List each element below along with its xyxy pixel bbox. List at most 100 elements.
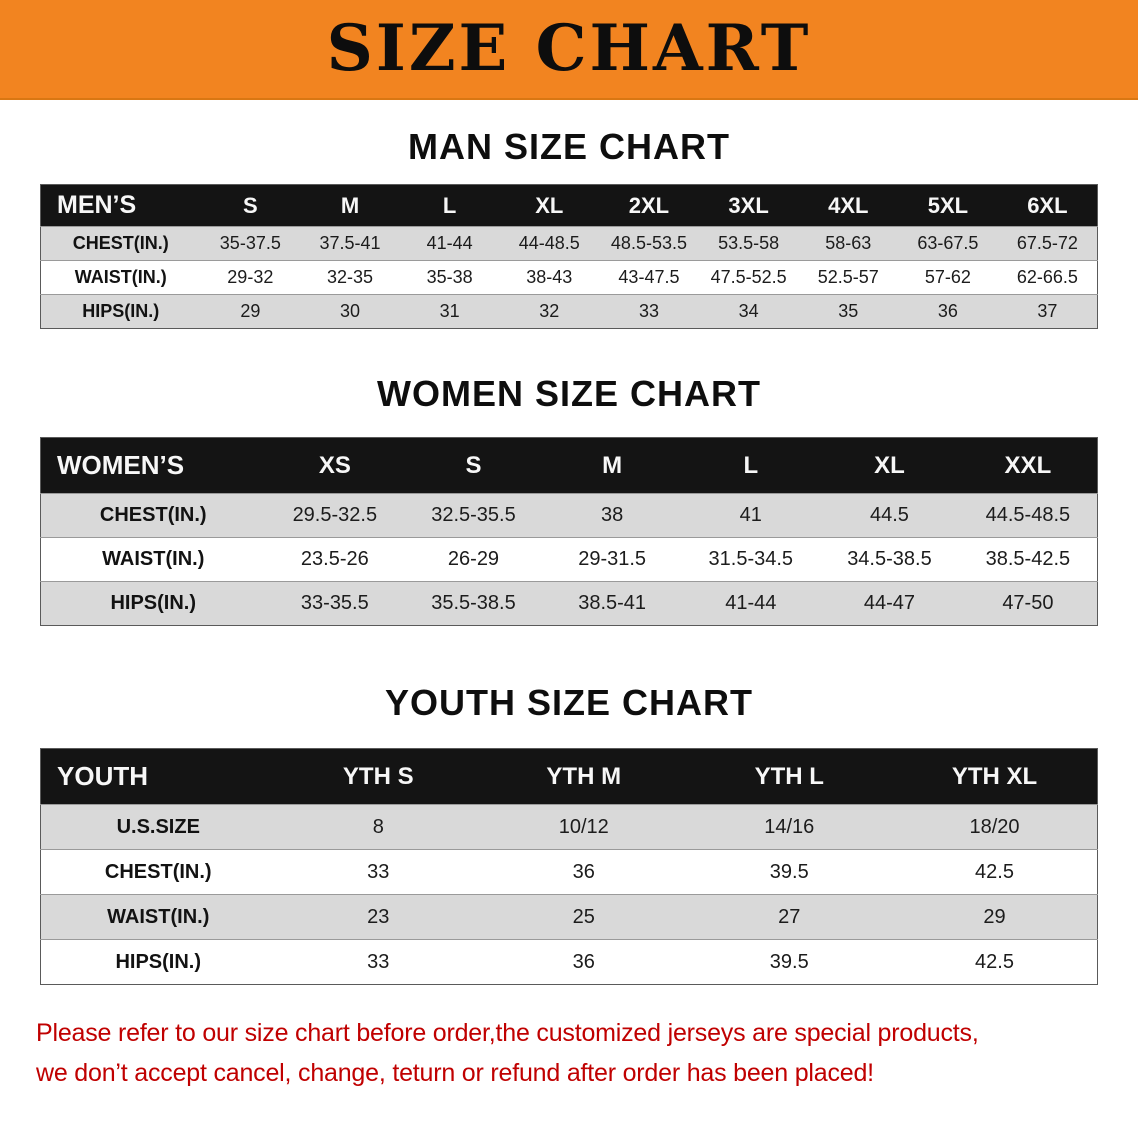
column-header: XL: [874, 451, 905, 479]
value-cell: 31: [439, 301, 460, 321]
column-header: L: [743, 451, 759, 479]
value-cell: 48.5-53.5: [610, 233, 687, 253]
value-cell: 36: [572, 950, 595, 973]
column-header: L: [442, 192, 457, 218]
value-cell: 34: [738, 301, 759, 321]
row-label: HIPS(IN.): [115, 950, 202, 973]
value-cell: 23.5-26: [300, 548, 369, 570]
women-section-heading: WOMEN SIZE CHART: [377, 373, 761, 414]
value-cell: 35-38: [426, 267, 473, 287]
value-cell: 41-44: [426, 233, 473, 253]
value-cell: 29: [240, 301, 261, 321]
table-title-cell: YOUTH: [57, 761, 148, 791]
value-cell: 8: [372, 815, 384, 838]
value-cell: 31.5-34.5: [708, 548, 794, 570]
table-header-row: YOUTH YTH S YTH M YTH L YTH XL: [40, 748, 1098, 805]
value-cell: 57-62: [924, 267, 971, 287]
value-cell: 39.5: [769, 860, 809, 883]
value-cell: 25: [572, 905, 595, 928]
table-row: WAIST(IN.) 23 25 27 29: [40, 894, 1098, 940]
row-label: CHEST(IN.): [72, 233, 169, 253]
value-cell: 44.5: [869, 504, 909, 526]
value-cell: 34.5-38.5: [847, 548, 932, 570]
column-header: YTH M: [546, 762, 622, 790]
value-cell: 62-66.5: [1016, 267, 1078, 287]
column-header: XL: [535, 192, 564, 218]
column-header: 4XL: [828, 192, 869, 218]
value-cell: 29.5-32.5: [292, 504, 378, 526]
page-title: SIZE CHART: [326, 11, 812, 86]
column-header: 5XL: [927, 192, 969, 218]
value-cell: 35-37.5: [219, 233, 281, 253]
value-cell: 37.5-41: [319, 233, 381, 253]
column-header: 2XL: [628, 192, 670, 218]
column-header: YTH S: [342, 762, 414, 790]
value-cell: 41: [739, 504, 762, 526]
row-label: WAIST(IN.): [74, 267, 167, 287]
row-label: WAIST(IN.): [102, 548, 205, 570]
table-row: CHEST(IN.) 35-37.5 37.5-41 41-44 44-48.5 48.5…: [40, 226, 1098, 261]
value-cell: 37: [1037, 301, 1058, 321]
value-cell: 29-31.5: [578, 548, 647, 570]
column-header: XXL: [1004, 451, 1052, 479]
value-cell: 63-67.5: [917, 233, 979, 253]
row-label: U.S.SIZE: [116, 815, 200, 838]
value-cell: 33: [638, 301, 659, 321]
row-label: WAIST(IN.): [107, 905, 210, 928]
value-cell: 30: [339, 301, 360, 321]
value-cell: 26-29: [447, 548, 500, 570]
women-size-table: WOMEN’S XS S M L XL XXL CHEST(IN.) 29.5-32.5 32.5…: [40, 437, 1098, 626]
youth-section-heading: YOUTH SIZE CHART: [384, 682, 753, 723]
value-cell: 29-32: [227, 267, 274, 287]
value-cell: 42.5: [975, 950, 1014, 973]
value-cell: 44.5-48.5: [985, 504, 1071, 526]
value-cell: 58-63: [825, 233, 872, 253]
men-size-table: MEN’S S M L XL 2XL 3XL 4XL 5XL 6XL CHEST(IN.) 35-37…: [40, 184, 1098, 329]
row-label: HIPS(IN.): [82, 301, 160, 321]
table-title-cell: MEN’S: [57, 191, 137, 219]
value-cell: 36: [572, 860, 595, 883]
value-cell: 47.5-52.5: [710, 267, 787, 287]
table-header-row: WOMEN’S XS S M L XL XXL: [40, 437, 1098, 494]
value-cell: 38.5-42.5: [985, 548, 1071, 570]
value-cell: 23: [367, 905, 390, 928]
row-label: HIPS(IN.): [110, 592, 197, 614]
banner: SIZE CHART: [0, 0, 1138, 100]
column-header: XS: [318, 451, 351, 479]
value-cell: 42.5: [975, 860, 1014, 883]
youth-size-table: YOUTH YTH S YTH M YTH L YTH XL U.S.SIZE 8 10/12…: [40, 748, 1098, 985]
column-header: S: [465, 451, 482, 479]
value-cell: 29: [983, 905, 1006, 928]
value-cell: 36: [937, 301, 958, 321]
table-row: HIPS(IN.) 33-35.5 35.5-38.5 38.5-41 41-44 44-…: [40, 581, 1098, 626]
value-cell: 32: [539, 301, 560, 321]
value-cell: 38.5-41: [578, 592, 647, 614]
value-cell: 52.5-57: [817, 267, 879, 287]
column-header: M: [602, 451, 623, 479]
value-cell: 35.5-38.5: [431, 592, 516, 614]
footer-disclaimer-line2: we don’t accept cancel, change, teturn o…: [36, 1059, 874, 1087]
table-row: WAIST(IN.) 29-32 32-35 35-38 38-43 43-47.5 47.…: [40, 260, 1098, 295]
column-header: 3XL: [728, 192, 769, 218]
footer-disclaimer-line1: Please refer to our size chart before or…: [36, 1019, 979, 1047]
row-label: CHEST(IN.): [99, 504, 207, 526]
column-header: 6XL: [1027, 192, 1068, 218]
value-cell: 47-50: [1002, 592, 1054, 614]
table-row: WAIST(IN.) 23.5-26 26-29 29-31.5 31.5-34.5 34…: [40, 537, 1098, 582]
table-row: CHEST(IN.) 29.5-32.5 32.5-35.5 38 41 44.5 44.5…: [40, 493, 1098, 538]
value-cell: 43-47.5: [618, 267, 680, 287]
men-size-section: MAN SIZE CHART MEN’S S M L XL 2XL 3XL 4XL 5XL 6XL…: [0, 126, 1138, 329]
row-label: CHEST(IN.): [104, 860, 212, 883]
women-size-section: WOMEN SIZE CHART WOMEN’S XS S M L XL XXL CHEST(…: [0, 373, 1138, 626]
value-cell: 33: [367, 860, 390, 883]
value-cell: 35: [838, 301, 859, 321]
value-cell: 27: [778, 905, 801, 928]
value-cell: 39.5: [769, 950, 809, 973]
value-cell: 32-35: [326, 267, 373, 287]
value-cell: 38-43: [526, 267, 573, 287]
youth-size-section: YOUTH SIZE CHART YOUTH YTH S YTH M YTH L YTH…: [0, 682, 1138, 985]
value-cell: 67.5-72: [1016, 233, 1078, 253]
table-row: HIPS(IN.) 33 36 39.5 42.5: [40, 939, 1098, 985]
value-cell: 32.5-35.5: [431, 504, 516, 526]
value-cell: 33: [367, 950, 390, 973]
